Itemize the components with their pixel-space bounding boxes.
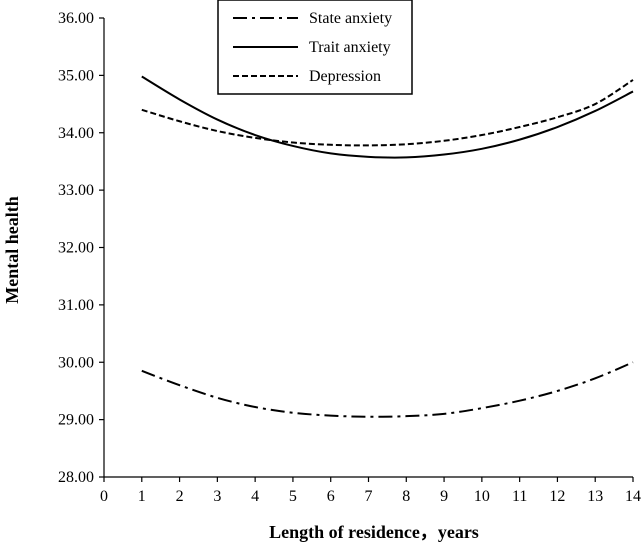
y-tick-labels: 28.00 29.00 30.00 31.00 32.00 33.00 34.00 35.00…	[58, 10, 94, 486]
y-tick-label: 28.00	[58, 469, 94, 486]
x-tick-label: 8	[402, 488, 410, 505]
x-tick-label: 9	[440, 488, 448, 505]
y-tick-label: 29.00	[58, 412, 94, 429]
legend-label-state-anxiety: State anxiety	[309, 10, 392, 27]
series-line-trait-anxiety	[141, 75, 634, 159]
y-tick-label: 33.00	[58, 182, 94, 199]
x-tick-label: 7	[365, 488, 373, 505]
y-tick-label: 36.00	[58, 10, 94, 27]
series-lines	[141, 75, 634, 418]
x-tick-label: 10	[474, 488, 490, 505]
x-tick-label: 11	[512, 488, 527, 505]
y-tick-label: 31.00	[58, 297, 94, 314]
x-tick-label: 12	[549, 488, 565, 505]
y-tick-label: 34.00	[58, 125, 94, 142]
x-tick-label: 1	[138, 488, 146, 505]
legend: State anxiety Trait anxiety Depression	[217, 0, 413, 95]
x-tick-label: 13	[587, 488, 603, 505]
y-tick-label: 30.00	[58, 354, 94, 371]
y-axis-title: Mental health	[2, 196, 22, 304]
x-tick-label: 3	[213, 488, 221, 505]
series-line-depression	[141, 79, 634, 147]
y-tick-label: 32.00	[58, 240, 94, 257]
x-tick-label: 2	[176, 488, 184, 505]
series-line-state-anxiety	[141, 361, 634, 418]
x-tick-label: 4	[251, 488, 259, 505]
x-tick-label: 14	[625, 488, 641, 505]
x-tick-label: 0	[100, 488, 108, 505]
legend-label-trait-anxiety: Trait anxiety	[309, 39, 391, 56]
legend-label-depression: Depression	[309, 68, 381, 85]
x-tick-label: 5	[289, 488, 297, 505]
y-tick-label: 35.00	[58, 67, 94, 84]
axes	[99, 17, 634, 482]
x-axis-title: Length of residence，years	[269, 522, 479, 542]
x-tick-label: 6	[327, 488, 335, 505]
x-tick-labels: 0 1 2 3 4 5 6 7 8 9 10 11 12 13 14	[100, 488, 641, 505]
